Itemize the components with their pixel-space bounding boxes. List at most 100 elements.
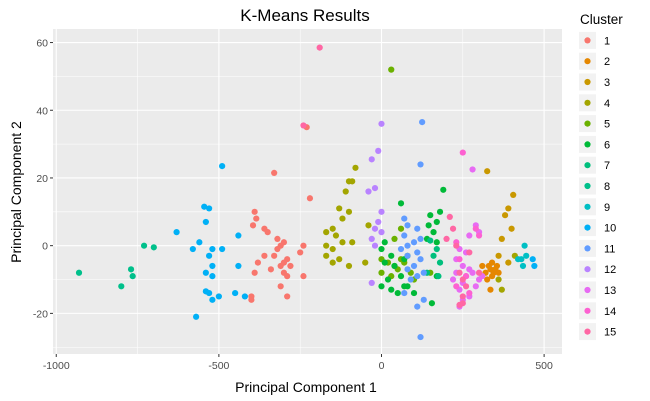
data-point-cluster-6 (436, 208, 444, 215)
y-axis-title: Principal Component 2 (8, 121, 24, 263)
data-point-cluster-10 (206, 252, 213, 259)
legend-marker (584, 224, 591, 231)
legend-marker (584, 245, 591, 252)
data-point-cluster-1 (271, 169, 278, 176)
data-point-cluster-11 (410, 239, 418, 246)
data-point-cluster-10 (531, 262, 538, 270)
data-point-cluster-4 (323, 242, 330, 249)
data-point-cluster-11 (420, 269, 427, 276)
data-point-cluster-13 (469, 166, 476, 173)
data-point-cluster-6 (428, 300, 436, 307)
data-point-cluster-15 (462, 283, 470, 290)
legend-marker (584, 162, 591, 169)
data-point-cluster-11 (417, 256, 424, 263)
data-point-cluster-4 (498, 286, 505, 293)
data-point-cluster-3 (501, 212, 509, 219)
legend-item-9: 9 (579, 198, 610, 216)
data-point-cluster-10 (241, 293, 248, 300)
data-point-cluster-13 (466, 232, 473, 239)
data-point-cluster-9 (523, 252, 530, 259)
data-point-cluster-6 (378, 283, 385, 290)
data-point-cluster-3 (495, 252, 502, 259)
legend-label: 9 (604, 202, 610, 214)
data-point-cluster-14 (456, 256, 463, 263)
data-point-cluster-11 (401, 215, 408, 222)
data-point-cluster-12 (368, 279, 375, 287)
data-point-cluster-4 (339, 215, 346, 222)
data-point-cluster-15 (446, 213, 453, 220)
data-point-cluster-15 (456, 301, 463, 309)
legend-label: 12 (604, 264, 616, 276)
data-point-cluster-13 (469, 269, 476, 276)
data-point-cluster-12 (365, 188, 372, 195)
data-point-cluster-11 (417, 235, 424, 242)
data-point-cluster-6 (388, 286, 395, 293)
data-point-cluster-8 (75, 269, 83, 276)
data-point-cluster-3 (505, 259, 512, 266)
data-point-cluster-1 (271, 252, 278, 259)
legend-marker (584, 120, 591, 127)
data-point-cluster-5 (388, 66, 395, 73)
data-point-cluster-6 (397, 200, 405, 207)
x-tick-label: -500 (208, 360, 229, 372)
data-point-cluster-11 (404, 222, 411, 229)
legend-marker (584, 141, 591, 148)
data-point-cluster-1 (306, 195, 314, 202)
data-point-cluster-1 (264, 229, 271, 236)
data-point-cluster-8 (127, 266, 135, 273)
legend-label: 8 (604, 181, 610, 193)
data-point-cluster-1 (248, 296, 255, 303)
plot-background (53, 29, 562, 354)
data-point-cluster-4 (345, 208, 353, 215)
x-tick-label: -1000 (43, 360, 70, 372)
data-point-cluster-1 (274, 235, 281, 242)
data-point-cluster-15 (453, 242, 460, 249)
data-point-cluster-11 (419, 118, 426, 126)
y-tick-label: -20 (33, 308, 48, 320)
data-point-cluster-3 (484, 168, 491, 175)
data-points (75, 44, 538, 341)
data-point-cluster-10 (202, 218, 209, 226)
data-point-cluster-4 (329, 245, 336, 253)
data-point-cluster-1 (274, 245, 281, 253)
data-point-cluster-15 (316, 44, 323, 51)
data-point-cluster-9 (521, 242, 528, 249)
legend-marker (584, 99, 591, 106)
data-point-cluster-14 (475, 232, 483, 239)
data-point-cluster-10 (219, 163, 226, 170)
data-point-cluster-7 (433, 245, 440, 253)
data-point-cluster-14 (466, 289, 473, 297)
data-point-cluster-4 (336, 256, 343, 263)
data-point-cluster-15 (459, 276, 466, 283)
data-point-cluster-13 (449, 276, 457, 283)
x-axis-title: Principal Component 1 (235, 379, 377, 395)
data-point-cluster-11 (414, 273, 421, 280)
data-point-cluster-11 (407, 276, 414, 283)
data-point-cluster-4 (332, 232, 340, 239)
data-point-cluster-1 (277, 262, 284, 270)
legend-item-4: 4 (579, 94, 610, 112)
plot-area (53, 29, 562, 354)
data-point-cluster-6 (381, 259, 388, 266)
data-point-cluster-4 (362, 259, 369, 266)
data-point-cluster-4 (345, 178, 353, 185)
data-point-cluster-11 (404, 242, 411, 249)
data-point-cluster-6 (410, 289, 418, 297)
legend-label: 5 (604, 119, 610, 131)
data-point-cluster-4 (336, 205, 343, 212)
data-point-cluster-10 (189, 245, 196, 253)
legend-marker (584, 266, 591, 273)
y-tick-label: 20 (36, 173, 48, 185)
data-point-cluster-3 (505, 205, 512, 212)
data-point-cluster-12 (375, 147, 382, 154)
data-point-cluster-10 (202, 269, 209, 276)
data-point-cluster-4 (349, 239, 356, 246)
legend-label: 10 (604, 223, 616, 235)
legend-marker (584, 203, 591, 210)
data-point-cluster-8 (118, 283, 125, 290)
legend-item-14: 14 (579, 302, 616, 320)
legend-item-3: 3 (579, 73, 610, 91)
data-point-cluster-9 (519, 262, 527, 270)
